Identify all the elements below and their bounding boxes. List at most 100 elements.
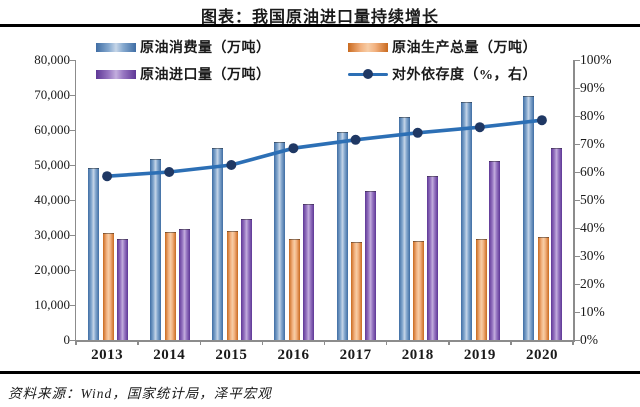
right-axis-tick bbox=[574, 339, 580, 341]
right-axis-tick bbox=[574, 227, 580, 229]
bar-consumption-2020 bbox=[522, 95, 534, 340]
right-axis-tick bbox=[574, 143, 580, 145]
bar-imports-2018 bbox=[427, 175, 439, 340]
right-axis-tick bbox=[574, 115, 580, 117]
x-axis-tick bbox=[572, 340, 574, 345]
bar-consumption-2015 bbox=[212, 148, 224, 340]
x-axis-tick bbox=[199, 340, 201, 345]
left-axis-label-20000: 20,000 bbox=[34, 262, 70, 277]
bar-production-2017 bbox=[351, 242, 363, 340]
x-axis-tick bbox=[261, 340, 264, 345]
dependence-line-swatch-icon bbox=[348, 68, 388, 80]
legend-item-dependence: 对外依存度（%，右） bbox=[348, 66, 537, 83]
consumption-swatch-icon bbox=[96, 42, 136, 52]
right-axis-tick bbox=[574, 283, 580, 285]
production-swatch-icon bbox=[348, 42, 388, 52]
bar-consumption-2018 bbox=[398, 117, 410, 340]
x-label-2016: 2016 bbox=[277, 347, 310, 363]
bar-imports-2019 bbox=[489, 161, 501, 340]
left-axis-label-70000: 70,000 bbox=[34, 87, 70, 102]
left-axis-label-50000: 50,000 bbox=[34, 157, 70, 172]
left-axis-label-40000: 40,000 bbox=[34, 192, 70, 207]
bottom-rule bbox=[0, 371, 640, 374]
bar-production-2014 bbox=[164, 231, 176, 340]
right-axis-label-10pct: 10% bbox=[580, 304, 605, 319]
x-axis-tick bbox=[510, 340, 512, 345]
bar-production-2015 bbox=[227, 230, 239, 340]
source-note: 资料来源：Wind，国家统计局，泽平宏观 bbox=[8, 386, 272, 401]
bar-consumption-2017 bbox=[336, 131, 348, 340]
bar-imports-2020 bbox=[551, 147, 563, 340]
left-axis-tick bbox=[69, 234, 75, 236]
right-axis-label-40pct: 40% bbox=[580, 220, 605, 235]
right-axis-tick bbox=[574, 199, 580, 201]
x-axis-tick bbox=[385, 340, 388, 345]
right-axis-label-30pct: 30% bbox=[580, 248, 605, 263]
imports-swatch-icon bbox=[96, 69, 136, 79]
left-axis-tick bbox=[69, 94, 75, 96]
bar-imports-2014 bbox=[178, 229, 190, 340]
left-axis-label-80000: 80,000 bbox=[34, 52, 70, 67]
bar-consumption-2014 bbox=[150, 159, 162, 340]
bar-production-2018 bbox=[413, 241, 425, 340]
bar-consumption-2013 bbox=[88, 167, 99, 340]
bar-production-2016 bbox=[289, 238, 301, 340]
left-axis-label-0: 0 bbox=[63, 332, 71, 347]
left-axis-label-30000: 30,000 bbox=[34, 227, 70, 242]
bar-production-2020 bbox=[537, 237, 549, 340]
chart-title: 图表：我国原油进口量持续增长 bbox=[200, 9, 439, 26]
right-axis-label-80pct: 80% bbox=[580, 108, 605, 123]
x-label-2013: 2013 bbox=[91, 347, 124, 363]
bar-imports-2013 bbox=[116, 239, 128, 340]
x-label-2014: 2014 bbox=[153, 347, 186, 363]
right-axis bbox=[573, 60, 575, 341]
bar-production-2013 bbox=[102, 232, 114, 340]
x-label-2017: 2017 bbox=[339, 347, 372, 363]
right-axis-tick bbox=[574, 311, 580, 313]
x-label-2018: 2018 bbox=[401, 347, 434, 363]
left-axis-label-10000: 10,000 bbox=[34, 297, 70, 312]
left-axis-tick bbox=[69, 269, 75, 271]
x-axis-tick bbox=[323, 340, 326, 345]
legend-item-consumption: 原油消费量（万吨） bbox=[96, 39, 271, 56]
left-axis bbox=[74, 60, 76, 341]
x-label-2015: 2015 bbox=[215, 347, 248, 363]
bar-imports-2017 bbox=[365, 190, 377, 340]
left-axis-tick bbox=[69, 59, 75, 61]
legend-item-imports: 原油进口量（万吨） bbox=[96, 66, 271, 83]
x-axis-tick bbox=[75, 340, 77, 345]
left-axis-tick bbox=[69, 199, 75, 201]
legend-item-production: 原油生产总量（万吨） bbox=[348, 39, 537, 56]
legend-label-consumption: 原油消费量（万吨） bbox=[140, 41, 271, 56]
title-rule bbox=[0, 24, 640, 27]
right-axis-label-70pct: 70% bbox=[580, 136, 605, 151]
bar-production-2019 bbox=[475, 239, 487, 340]
right-axis-label-0pct: 0% bbox=[580, 332, 598, 347]
x-axis-tick bbox=[448, 340, 450, 345]
plot-area bbox=[76, 60, 573, 340]
bar-consumption-2019 bbox=[460, 102, 472, 340]
bar-consumption-2016 bbox=[274, 141, 286, 340]
right-axis-tick bbox=[574, 59, 580, 61]
x-label-2019: 2019 bbox=[463, 347, 496, 363]
right-axis-label-20pct: 20% bbox=[580, 276, 605, 291]
right-axis-tick bbox=[574, 87, 580, 89]
right-axis-label-90pct: 90% bbox=[580, 80, 605, 95]
right-axis-tick bbox=[574, 171, 580, 173]
right-axis-tick bbox=[574, 255, 580, 257]
right-axis-label-100pct: 100% bbox=[580, 52, 612, 67]
left-axis-tick bbox=[69, 129, 75, 131]
left-axis-tick bbox=[69, 164, 75, 166]
legend-label-production: 原油生产总量（万吨） bbox=[392, 41, 537, 56]
right-axis-label-60pct: 60% bbox=[580, 164, 605, 179]
left-axis-tick bbox=[69, 339, 75, 341]
left-axis-label-60000: 60,000 bbox=[34, 122, 70, 137]
left-axis-tick bbox=[69, 304, 75, 306]
legend-label-dependence: 对外依存度（%，右） bbox=[392, 68, 537, 83]
x-label-2020: 2020 bbox=[525, 347, 558, 363]
right-axis-label-50pct: 50% bbox=[580, 192, 605, 207]
bar-imports-2016 bbox=[302, 204, 314, 340]
bar-imports-2015 bbox=[240, 219, 252, 340]
legend-label-imports: 原油进口量（万吨） bbox=[140, 68, 271, 83]
